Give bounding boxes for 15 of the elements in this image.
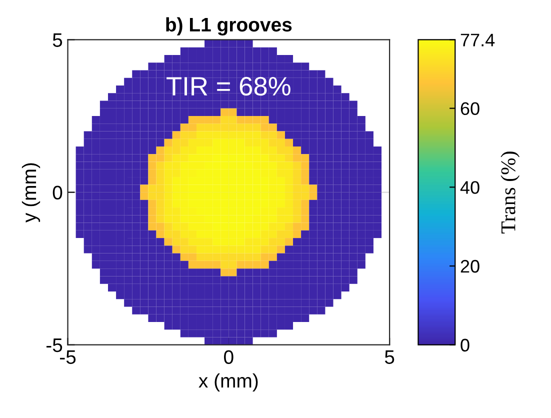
chart-title: b) L1 grooves xyxy=(166,17,292,36)
color-bar-label: 40 xyxy=(460,181,480,194)
y-tick-label: 5 xyxy=(52,33,62,47)
y-axis-title: y (mm) xyxy=(22,163,40,222)
color-bar-label: 20 xyxy=(460,260,480,273)
color-bar-label: 77.4 xyxy=(460,34,495,46)
x-tick-label: 0 xyxy=(224,350,234,364)
annotation: TIR = 68% xyxy=(166,76,290,96)
color-bar-title: Trans (%) xyxy=(500,152,520,234)
y-tick-label: 0 xyxy=(52,186,62,200)
color-bar-label: 0 xyxy=(460,338,470,352)
x-tick-label: 5 xyxy=(384,350,394,364)
x-axis-title: x (mm) xyxy=(198,373,258,392)
color-bar-label: 60 xyxy=(460,102,480,116)
y-tick-label: -5 xyxy=(46,338,62,352)
